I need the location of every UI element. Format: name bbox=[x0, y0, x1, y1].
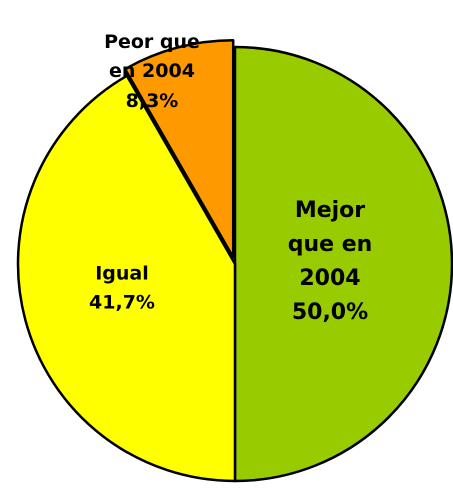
slice-category: Mejor que en 2004 bbox=[287, 197, 373, 291]
slice-category: Peor que en 2004 bbox=[104, 30, 200, 83]
slice-value: 8,3% bbox=[125, 89, 179, 112]
pie-slice bbox=[16, 74, 237, 483]
slice-value: 41,7% bbox=[89, 292, 155, 314]
slice-category: Igual bbox=[95, 262, 149, 285]
pie-slice bbox=[233, 45, 453, 483]
slice-label: Peor que en 2004 8,3% bbox=[97, 28, 207, 116]
slice-label: Igual 41,7% bbox=[72, 260, 172, 319]
pie-slice bbox=[123, 38, 235, 259]
slice-value: 50,0% bbox=[291, 300, 369, 326]
slice-label: Mejor que en 2004 50,0% bbox=[275, 194, 385, 330]
